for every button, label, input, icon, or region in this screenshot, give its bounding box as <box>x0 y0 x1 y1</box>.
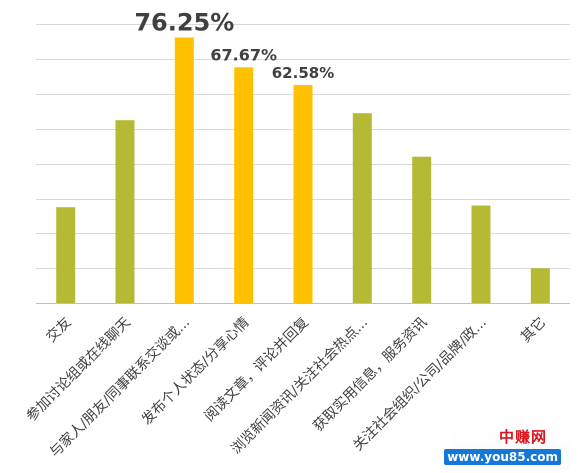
bar <box>174 37 194 303</box>
bar <box>530 268 550 303</box>
watermark: 中赚网 www.you85.com <box>444 427 570 469</box>
x-tick-label: 其它 <box>517 314 549 346</box>
watermark-url: www.you85.com <box>444 449 561 465</box>
x-tick-label: 参加讨论组或在线聊天 <box>23 314 134 425</box>
bars <box>56 37 550 303</box>
x-tick-label: 发布个人状态/分享心情 <box>138 314 252 428</box>
data-labels: 76.25% 67.67%62.58% <box>134 9 334 83</box>
data-label: 76.25% <box>134 9 234 37</box>
bar <box>115 120 135 303</box>
bar <box>352 113 372 303</box>
x-tick-label: 交友 <box>43 314 75 346</box>
bar <box>471 205 491 303</box>
bar <box>234 67 254 303</box>
x-tick-label: 获取实用信息，服务资讯 <box>310 314 431 435</box>
watermark-title: 中赚网 <box>498 428 547 446</box>
data-label: 62.58% <box>272 64 334 82</box>
x-tick-label: 阅读文章，评论并回复 <box>201 314 312 425</box>
bar <box>293 85 313 303</box>
bar <box>56 207 76 303</box>
bar <box>412 156 432 303</box>
data-label: 67.67% <box>210 45 277 64</box>
